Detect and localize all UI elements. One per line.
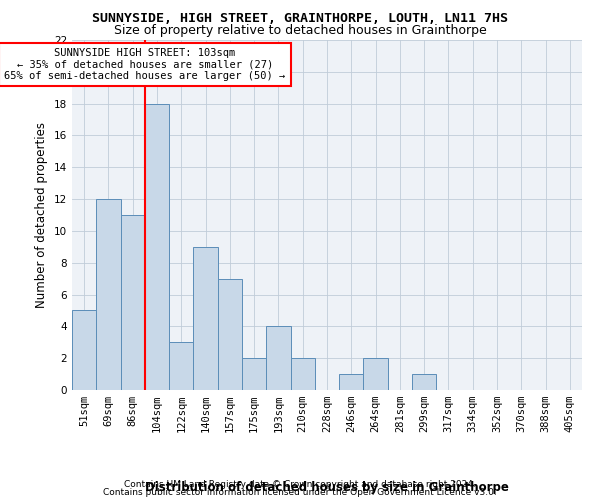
Text: SUNNYSIDE HIGH STREET: 103sqm
← 35% of detached houses are smaller (27)
65% of s: SUNNYSIDE HIGH STREET: 103sqm ← 35% of d…	[4, 48, 286, 81]
Text: SUNNYSIDE, HIGH STREET, GRAINTHORPE, LOUTH, LN11 7HS: SUNNYSIDE, HIGH STREET, GRAINTHORPE, LOU…	[92, 12, 508, 26]
Y-axis label: Number of detached properties: Number of detached properties	[35, 122, 49, 308]
Bar	[169, 342, 193, 390]
Text: Size of property relative to detached houses in Grainthorpe: Size of property relative to detached ho…	[113, 24, 487, 37]
Bar	[96, 199, 121, 390]
Text: Contains HM Land Registry data © Crown copyright and database right 2024.: Contains HM Land Registry data © Crown c…	[124, 480, 476, 489]
Bar	[364, 358, 388, 390]
Bar	[266, 326, 290, 390]
Bar	[145, 104, 169, 390]
Text: Contains public sector information licensed under the Open Government Licence v3: Contains public sector information licen…	[103, 488, 497, 497]
Bar	[242, 358, 266, 390]
Bar	[412, 374, 436, 390]
X-axis label: Distribution of detached houses by size in Grainthorpe: Distribution of detached houses by size …	[145, 481, 509, 494]
Bar	[218, 278, 242, 390]
Bar	[121, 215, 145, 390]
Bar	[193, 247, 218, 390]
Bar	[72, 310, 96, 390]
Bar	[290, 358, 315, 390]
Bar	[339, 374, 364, 390]
